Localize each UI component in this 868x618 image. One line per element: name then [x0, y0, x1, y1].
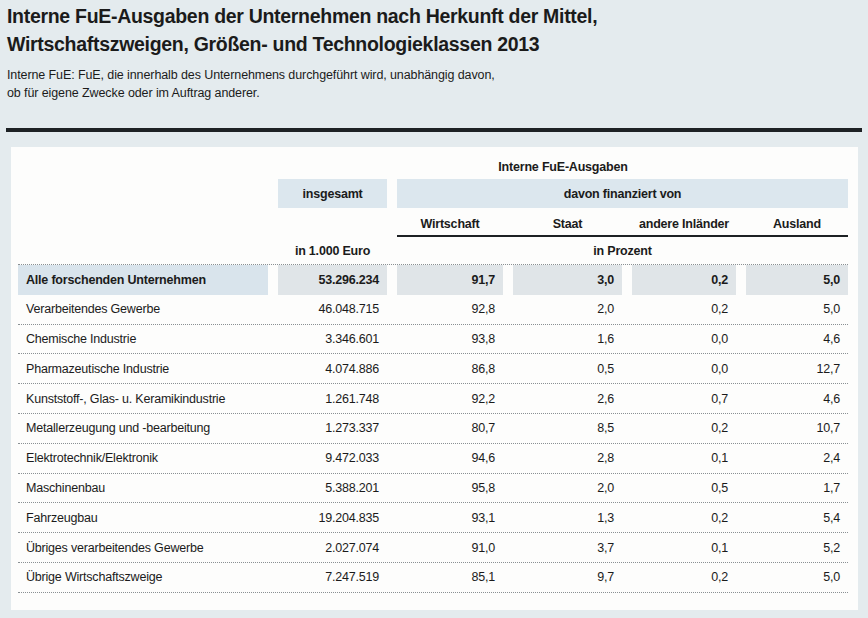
cell-insgesamt: 5.388.201	[278, 474, 387, 503]
cell-ausland: 4,6	[746, 384, 848, 413]
page-title: Interne FuE-Ausgaben der Unternehmen nac…	[7, 2, 597, 58]
page-title-line2: Wirtschaftszweigen, Größen- und Technolo…	[7, 33, 539, 55]
cell-andere-inlaender: 0,2	[632, 295, 736, 324]
cell-staat: 8,5	[513, 414, 622, 443]
cell-ausland: 1,7	[746, 474, 848, 503]
cell-staat: 3,7	[513, 533, 622, 562]
cell-wirtschaft: 95,8	[397, 474, 503, 503]
cell-ausland: 12,7	[746, 354, 848, 383]
cell-staat: 3,0	[513, 265, 622, 295]
cell-ausland: 5,0	[746, 563, 848, 592]
cell-staat: 2,0	[513, 295, 622, 324]
cell-wirtschaft: 92,2	[397, 384, 503, 413]
cell-andere-inlaender: 0,2	[632, 563, 736, 592]
table-units-row: in 1.000 Euro in Prozent	[18, 237, 848, 265]
cell-wirtschaft: 93,8	[397, 325, 503, 354]
cell-ausland: 5,4	[746, 503, 848, 532]
divider-rule	[6, 128, 862, 132]
cell-insgesamt: 3.346.601	[278, 325, 387, 354]
cell-ausland: 5,2	[746, 533, 848, 562]
cell-wirtschaft: 93,1	[397, 503, 503, 532]
cell-andere-inlaender: 0,2	[632, 414, 736, 443]
table-row: Übriges verarbeitendes Gewerbe 2.027.074 9…	[18, 533, 848, 563]
cell-wirtschaft: 85,1	[397, 563, 503, 592]
cell-wirtschaft: 91,0	[397, 533, 503, 562]
cell-wirtschaft: 92,8	[397, 295, 503, 324]
page-subtitle: Interne FuE: FuE, die innerhalb des Unte…	[7, 66, 495, 102]
cell-andere-inlaender: 0,2	[632, 503, 736, 532]
unit-label-prozent: in Prozent	[397, 244, 848, 258]
table-subcolumn-row: Wirtschaft Staat andere Inländer Ausland	[18, 208, 848, 237]
table-row: Chemische Industrie 3.346.601 93,8 1,6 0,0 4,…	[18, 325, 848, 355]
cell-insgesamt: 53.296.234	[278, 265, 387, 295]
page: Interne FuE-Ausgaben der Unternehmen nac…	[0, 0, 868, 618]
table-panel: Interne FuE-Ausgaben insgesamt davon fin…	[11, 147, 858, 610]
table-row: Maschinenbau 5.388.201 95,8 2,0 0,5 1,7	[18, 474, 848, 504]
cell-wirtschaft: 80,7	[397, 414, 503, 443]
cell-ausland: 2,4	[746, 444, 848, 473]
cell-wirtschaft: 94,6	[397, 444, 503, 473]
cell-staat: 2,0	[513, 474, 622, 503]
cell-staat: 1,3	[513, 503, 622, 532]
cell-insgesamt: 19.204.835	[278, 503, 387, 532]
cell-andere-inlaender: 0,7	[632, 384, 736, 413]
row-label: Kunststoff-, Glas- u. Keramikindustrie	[18, 384, 268, 413]
cell-insgesamt: 9.472.033	[278, 444, 387, 473]
cell-staat: 1,6	[513, 325, 622, 354]
row-label: Verarbeitendes Gewerbe	[18, 295, 268, 324]
cell-andere-inlaender: 0,0	[632, 354, 736, 383]
cell-wirtschaft: 86,8	[397, 354, 503, 383]
table-header-group-row: Interne FuE-Ausgaben	[18, 147, 848, 179]
cell-insgesamt: 4.074.886	[278, 354, 387, 383]
cell-staat: 0,5	[513, 354, 622, 383]
cell-andere-inlaender: 0,5	[632, 474, 736, 503]
table-row: Kunststoff-, Glas- u. Keramikindustrie 1.…	[18, 384, 848, 414]
column-header-davon-finanziert-von: davon finanziert von	[397, 179, 848, 208]
cell-wirtschaft: 91,7	[397, 265, 503, 295]
page-title-line1: Interne FuE-Ausgaben der Unternehmen nac…	[7, 5, 597, 27]
table-row: Elektrotechnik/Elektronik 9.472.033 94,6 2,…	[18, 444, 848, 474]
cell-staat: 2,8	[513, 444, 622, 473]
cell-insgesamt: 2.027.074	[278, 533, 387, 562]
subcolumn-underline	[397, 208, 848, 237]
row-label: Fahrzeugbau	[18, 503, 268, 532]
table-row: Übrige Wirtschaftszweige 7.247.519 85,1 9,7…	[18, 563, 848, 593]
page-subtitle-line2: ob für eigene Zwecke oder im Auftrag and…	[7, 86, 260, 100]
cell-insgesamt: 1.273.337	[278, 414, 387, 443]
unit-label-euro: in 1.000 Euro	[278, 244, 387, 258]
row-label: Pharmazeutische Industrie	[18, 354, 268, 383]
table-header-band-row: insgesamt davon finanziert von	[18, 179, 848, 208]
row-label: Elektrotechnik/Elektronik	[18, 444, 268, 473]
row-label: Chemische Industrie	[18, 325, 268, 354]
cell-ausland: 5,0	[746, 265, 848, 295]
cell-andere-inlaender: 0,1	[632, 444, 736, 473]
cell-insgesamt: 1.261.748	[278, 384, 387, 413]
table-row: Pharmazeutische Industrie 4.074.886 86,8 0,…	[18, 354, 848, 384]
cell-andere-inlaender: 0,1	[632, 533, 736, 562]
row-label: Metallerzeugung und -bearbeitung	[18, 414, 268, 443]
cell-insgesamt: 7.247.519	[278, 563, 387, 592]
cell-andere-inlaender: 0,2	[632, 265, 736, 295]
table-row: Fahrzeugbau 19.204.835 93,1 1,3 0,2 5,4	[18, 503, 848, 533]
table-group-header: Interne FuE-Ausgaben	[278, 152, 848, 174]
cell-andere-inlaender: 0,0	[632, 325, 736, 354]
row-label: Maschinenbau	[18, 474, 268, 503]
table-row: Verarbeitendes Gewerbe 46.048.715 92,8 2,0 0…	[18, 295, 848, 325]
cell-ausland: 10,7	[746, 414, 848, 443]
table-body: Alle forschenden Unternehmen 53.296.234 91…	[18, 265, 858, 593]
cell-insgesamt: 46.048.715	[278, 295, 387, 324]
cell-staat: 9,7	[513, 563, 622, 592]
cell-ausland: 5,0	[746, 295, 848, 324]
row-label: Übrige Wirtschaftszweige	[18, 563, 268, 592]
row-label: Alle forschenden Unternehmen	[18, 265, 268, 295]
page-subtitle-line1: Interne FuE: FuE, die innerhalb des Unte…	[7, 68, 495, 82]
column-header-insgesamt: insgesamt	[278, 179, 387, 208]
cell-staat: 2,6	[513, 384, 622, 413]
table-row: Metallerzeugung und -bearbeitung 1.273.33…	[18, 414, 848, 444]
cell-ausland: 4,6	[746, 325, 848, 354]
row-label: Übriges verarbeitendes Gewerbe	[18, 533, 268, 562]
table-row: Alle forschenden Unternehmen 53.296.234 91…	[18, 265, 848, 295]
